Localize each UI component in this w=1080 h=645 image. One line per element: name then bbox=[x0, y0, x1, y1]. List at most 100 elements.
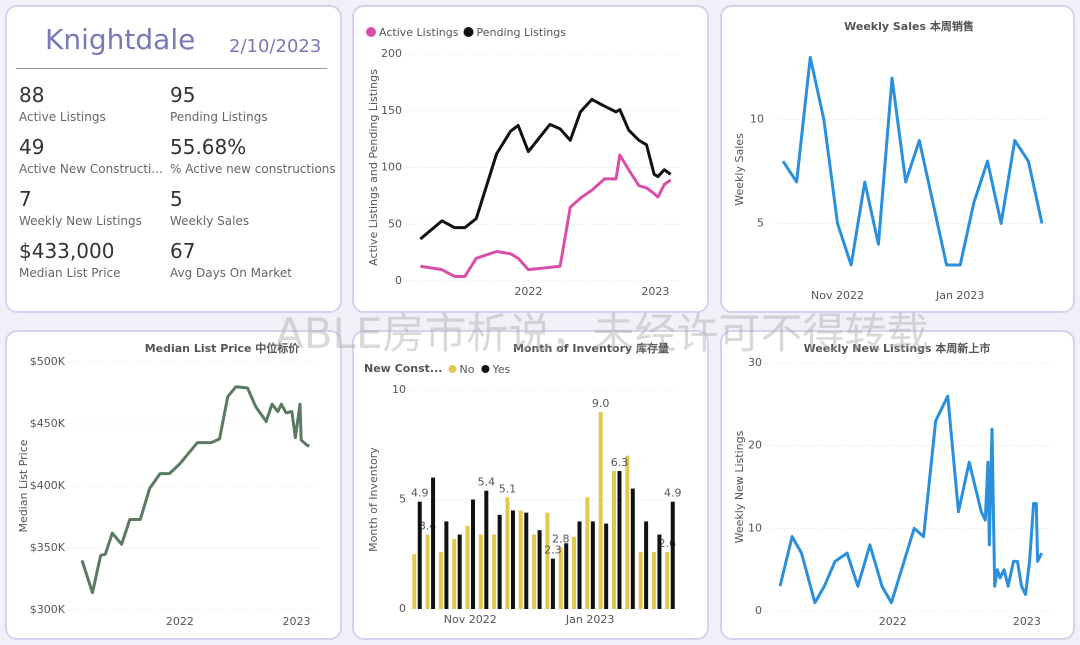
data-label: 4.9 bbox=[664, 487, 682, 500]
kpi-label: Pending Listings bbox=[170, 110, 268, 124]
bar bbox=[417, 501, 422, 609]
x-tick-label: Jan 2023 bbox=[565, 613, 614, 626]
y-tick-label: 5 bbox=[399, 493, 406, 506]
bar bbox=[532, 534, 537, 609]
x-tick-label: Nov 2022 bbox=[811, 289, 864, 302]
kpi-label: Avg Days On Market bbox=[170, 266, 292, 280]
bar bbox=[497, 514, 502, 609]
legend-label: Yes bbox=[491, 363, 510, 376]
bar bbox=[471, 499, 476, 609]
y-tick-label: 0 bbox=[399, 602, 406, 615]
bar bbox=[670, 501, 675, 609]
data-label: 5.4 bbox=[478, 476, 496, 489]
bar bbox=[577, 521, 582, 609]
data-label: 6.3 bbox=[611, 456, 629, 469]
bar bbox=[665, 552, 670, 609]
y-tick-label: 50 bbox=[388, 217, 402, 230]
y-tick-label: 10 bbox=[748, 521, 762, 534]
bar bbox=[478, 534, 483, 609]
bar bbox=[558, 547, 563, 609]
bar bbox=[611, 471, 616, 609]
bar bbox=[465, 525, 470, 609]
y-tick-label: 30 bbox=[748, 356, 762, 369]
bar bbox=[617, 471, 622, 609]
bar bbox=[638, 552, 643, 609]
data-label: 4.9 bbox=[411, 487, 429, 500]
x-tick-label: Jan 2023 bbox=[935, 289, 984, 302]
bar bbox=[452, 538, 457, 609]
bar bbox=[630, 488, 635, 609]
y-tick-label: $350K bbox=[30, 541, 66, 554]
series-line bbox=[778, 394, 1043, 605]
kpi-value: 5 bbox=[170, 187, 183, 211]
kpi-date: 2/10/2023 bbox=[229, 36, 322, 57]
bar bbox=[457, 534, 462, 609]
chart-panel: 0 50 100 150 200 2022 2023 Active Listings and … bbox=[352, 5, 709, 313]
y-axis-title: Weekly Sales bbox=[733, 133, 746, 206]
bar bbox=[550, 558, 555, 609]
bar bbox=[644, 521, 649, 609]
kpi-value: 7 bbox=[19, 187, 32, 211]
legend-marker bbox=[448, 365, 457, 373]
x-tick-label: 2023 bbox=[641, 285, 669, 298]
bar bbox=[598, 411, 603, 609]
legend-label: Active Listings bbox=[379, 26, 459, 39]
data-label: 9.0 bbox=[592, 397, 610, 410]
bar bbox=[444, 521, 449, 609]
bar bbox=[625, 455, 630, 609]
legend-marker bbox=[366, 27, 376, 37]
series-line bbox=[781, 55, 1044, 267]
bar bbox=[431, 477, 436, 609]
bar bbox=[438, 552, 443, 609]
bar bbox=[572, 536, 577, 609]
bar bbox=[590, 521, 595, 609]
y-tick-label: 150 bbox=[381, 104, 402, 117]
series-line bbox=[419, 97, 672, 241]
chart: $300K $350K $400K $450K $500K 2022 2023 Median … bbox=[17, 341, 319, 628]
bar bbox=[412, 554, 417, 609]
chart: 5 10 Nov 2022 Jan 2023 Weekly Sales Weekly Sa… bbox=[733, 19, 1047, 302]
bar bbox=[585, 497, 590, 609]
bar bbox=[492, 534, 497, 609]
y-tick-label: 20 bbox=[748, 439, 762, 452]
y-tick-label: 0 bbox=[395, 274, 402, 287]
y-tick-label: 0 bbox=[755, 604, 762, 617]
kpi-value: 95 bbox=[170, 83, 196, 107]
y-tick-label: $400K bbox=[30, 479, 66, 492]
data-label: 2.8 bbox=[552, 533, 570, 546]
chart-title: Weekly New Listings 本周新上市 bbox=[804, 341, 991, 355]
kpi-value: 67 bbox=[170, 239, 196, 263]
x-tick-label: 2022 bbox=[166, 615, 194, 628]
data-label: 5.1 bbox=[499, 482, 517, 495]
chart-panel: $300K $350K $400K $450K $500K 2022 2023 Median … bbox=[5, 330, 342, 640]
x-tick-label: Nov 2022 bbox=[444, 613, 497, 626]
bar bbox=[505, 497, 510, 609]
bar bbox=[425, 534, 430, 609]
chart-panel: 0 5 10 Nov 2022 Jan 2023 Month of Inventory Mo… bbox=[352, 330, 709, 640]
y-tick-label: 10 bbox=[392, 383, 406, 396]
bar bbox=[484, 490, 489, 609]
kpi-label: Active New Constructi... bbox=[19, 162, 163, 176]
series-line bbox=[420, 153, 672, 278]
bar bbox=[657, 534, 662, 609]
kpi-label: Active Listings bbox=[19, 110, 106, 124]
divider bbox=[16, 68, 327, 69]
y-axis-title: Median List Price bbox=[17, 439, 30, 532]
chart-title: Weekly Sales 本周销售 bbox=[844, 19, 974, 33]
x-tick-label: 2023 bbox=[283, 615, 311, 628]
kpi-card: Knightdale 2/10/2023 88 Active Listings 95… bbox=[5, 5, 342, 313]
kpi-value: 88 bbox=[19, 83, 45, 107]
y-axis-title: Active Listings and Pending Listings bbox=[367, 69, 380, 266]
bar bbox=[518, 510, 523, 609]
chart: 0 10 20 30 2022 2023 Weekly New Listings Weekly… bbox=[733, 341, 1052, 628]
legend-label: No bbox=[459, 363, 474, 376]
kpi-title: Knightdale bbox=[45, 23, 196, 56]
legend-marker bbox=[481, 365, 490, 373]
data-label: 2.3 bbox=[544, 544, 562, 557]
kpi-label: Weekly Sales bbox=[170, 214, 250, 228]
kpi-value: 49 bbox=[19, 135, 45, 159]
kpi-label: Weekly New Listings bbox=[19, 214, 142, 228]
x-tick-label: 2022 bbox=[879, 615, 907, 628]
kpi-value: 55.68% bbox=[170, 135, 247, 159]
